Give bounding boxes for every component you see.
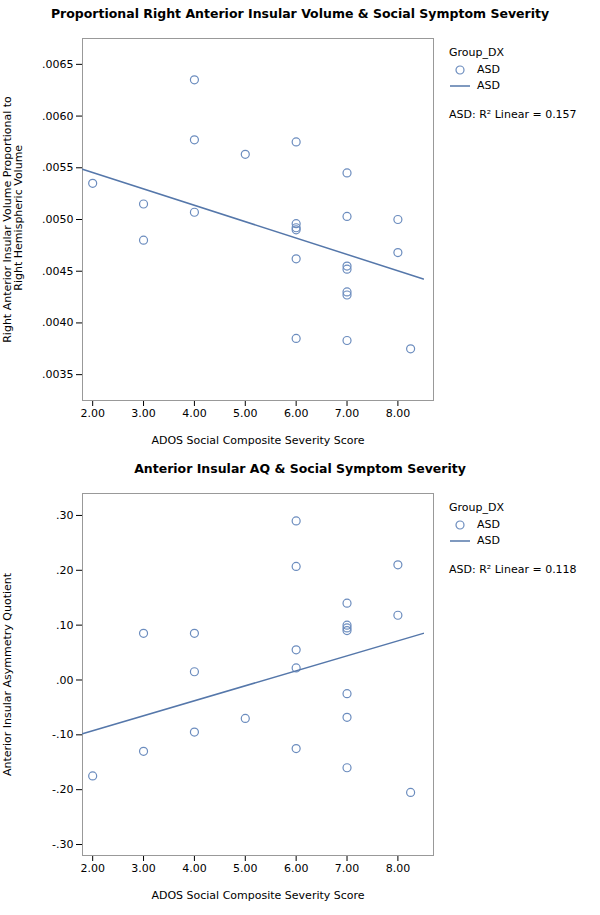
svg-text:.0045: .0045 [42,265,74,278]
svg-text:ADOS Social Composite Severity: ADOS Social Composite Severity Score [151,889,364,902]
svg-text:-.10: -.10 [52,728,73,741]
svg-text:6.00: 6.00 [284,407,309,420]
svg-text:3.00: 3.00 [131,407,156,420]
svg-text:ADOS Social Composite Severity: ADOS Social Composite Severity Score [151,434,364,447]
svg-text:3.00: 3.00 [131,862,156,875]
html-text:ASD: ASD [477,518,500,531]
svg-text:.0040: .0040 [42,316,74,329]
html-text:Anterior Insular AQ & Social S: Anterior Insular AQ & Social Symptom Sev… [134,461,466,476]
html-text:ASD: R² Linear = 0.118: ASD: R² Linear = 0.118 [449,563,577,576]
svg-text:5.00: 5.00 [233,862,257,875]
html-text:ASD: ASD [477,534,500,547]
html-text:Proportional Right Anterior In: Proportional Right Anterior Insular Volu… [50,6,550,21]
svg-text:.0065: .0065 [42,58,74,71]
svg-text:7.00: 7.00 [335,407,360,420]
svg-text:.0035: .0035 [42,368,74,381]
svg-text:.00: .00 [56,674,74,687]
svg-text:8.00: 8.00 [386,407,411,420]
svg-text:6.00: 6.00 [284,862,309,875]
svg-text:.30: .30 [56,509,74,522]
svg-text:.0050: .0050 [42,213,74,226]
html-text:Group_DX: Group_DX [449,46,504,59]
html-text:ASD: ASD [477,63,500,76]
html-text:Group_DX: Group_DX [449,501,504,514]
svg-text:.10: .10 [56,619,74,632]
html-text:ASD: R² Linear = 0.157: ASD: R² Linear = 0.157 [449,108,577,121]
svg-text:2.00: 2.00 [80,407,105,420]
svg-text:Anterior Insular Asymmetry Quo: Anterior Insular Asymmetry Quotient [1,572,14,776]
svg-text:.0055: .0055 [42,161,74,174]
svg-text:7.00: 7.00 [335,862,360,875]
svg-text:8.00: 8.00 [386,862,411,875]
svg-text:-.30: -.30 [52,838,73,851]
svg-text:4.00: 4.00 [182,862,207,875]
svg-text:4.00: 4.00 [182,407,207,420]
svg-text:.20: .20 [56,564,74,577]
svg-text:-.20: -.20 [52,783,73,796]
html-text:ASD: ASD [477,79,500,92]
svg-text:.0060: .0060 [42,110,74,123]
svg-text:5.00: 5.00 [233,407,257,420]
svg-text:Right Anterior Insular Volume: Right Anterior Insular Volume Proportion… [1,96,25,343]
svg-text:2.00: 2.00 [80,862,105,875]
